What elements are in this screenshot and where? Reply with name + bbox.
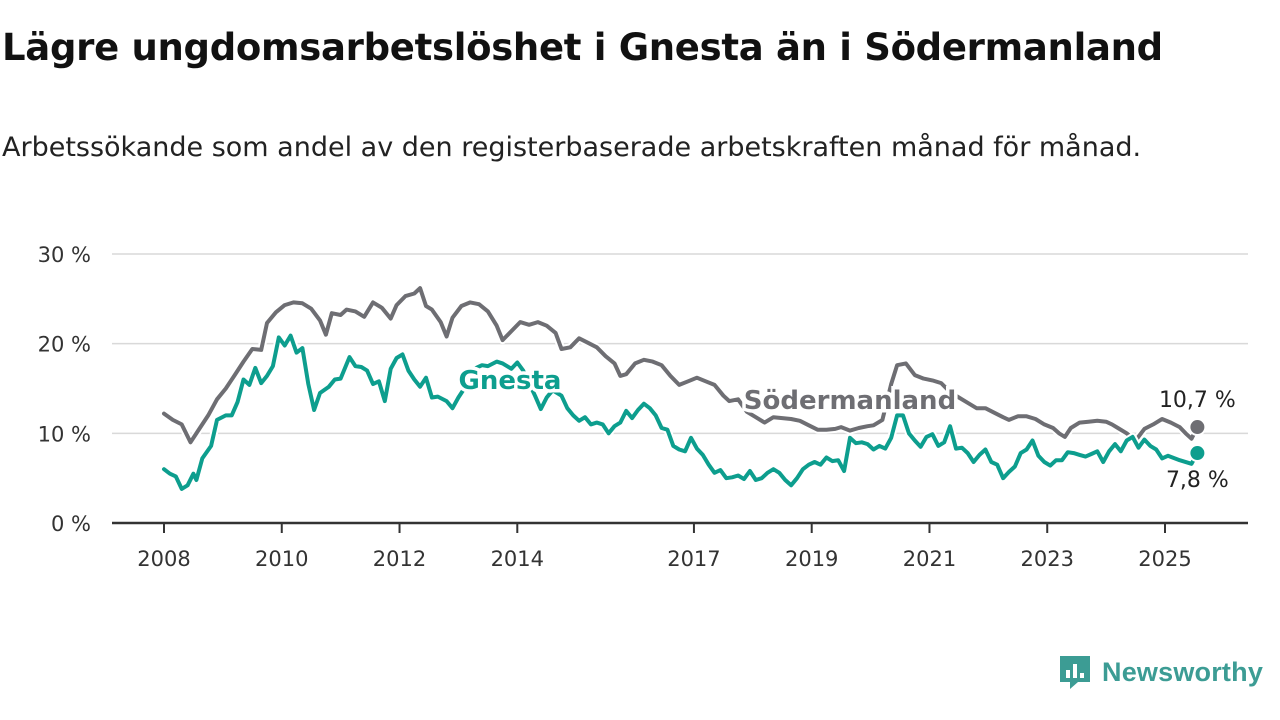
newsworthy-logo[interactable]: Newsworthy xyxy=(1058,654,1263,690)
brand-name: Newsworthy xyxy=(1102,656,1264,687)
end-value-label: 10,7 % xyxy=(1159,388,1236,413)
series-halo-gnesta xyxy=(161,331,1201,493)
chart-subtitle: Arbetssökande som andel av den registerb… xyxy=(2,132,1142,163)
x-tick-label: 2017 xyxy=(667,547,720,571)
axes: 0 % 10 % 20 % 30 % 2008 2010 2012 2014 2017 2019 2… xyxy=(38,243,1248,571)
x-tick-label: 2025 xyxy=(1138,547,1191,571)
x-tick-label: 2021 xyxy=(903,547,956,571)
series-line-södermanland[interactable] xyxy=(162,286,1200,445)
series-lines xyxy=(161,284,1207,493)
y-tick-label: 30 % xyxy=(38,243,91,267)
chart-title: Lägre ungdomsarbetslöshet i Gnesta än i … xyxy=(2,26,1163,69)
x-tick-label: 2012 xyxy=(373,547,426,571)
x-tick-label: 2023 xyxy=(1021,547,1074,571)
x-tick-label: 2014 xyxy=(491,547,544,571)
series-name-label: Gnesta xyxy=(459,366,562,396)
newsworthy-logo-icon xyxy=(1060,656,1090,689)
x-tick-label: 2010 xyxy=(255,547,308,571)
x-tick-label: 2019 xyxy=(785,547,838,571)
end-marker-gnesta[interactable] xyxy=(1188,444,1207,463)
y-tick-label: 0 % xyxy=(51,512,91,536)
line-chart: 0 % 10 % 20 % 30 % 2008 2010 2012 2014 2017 2019 2… xyxy=(38,243,1248,571)
end-value-label: 7,8 % xyxy=(1166,468,1229,493)
y-tick-label: 10 % xyxy=(38,422,91,446)
series-name-label: Södermanland xyxy=(744,386,956,416)
series-line-gnesta[interactable] xyxy=(162,333,1200,491)
series-labels: 10,7 % 7,8 % Södermanland Gnesta xyxy=(455,363,1238,496)
end-marker-södermanland[interactable] xyxy=(1188,418,1207,437)
x-tick-label: 2008 xyxy=(137,547,190,571)
series-halo-södermanland xyxy=(161,284,1201,447)
y-tick-label: 20 % xyxy=(38,333,91,357)
